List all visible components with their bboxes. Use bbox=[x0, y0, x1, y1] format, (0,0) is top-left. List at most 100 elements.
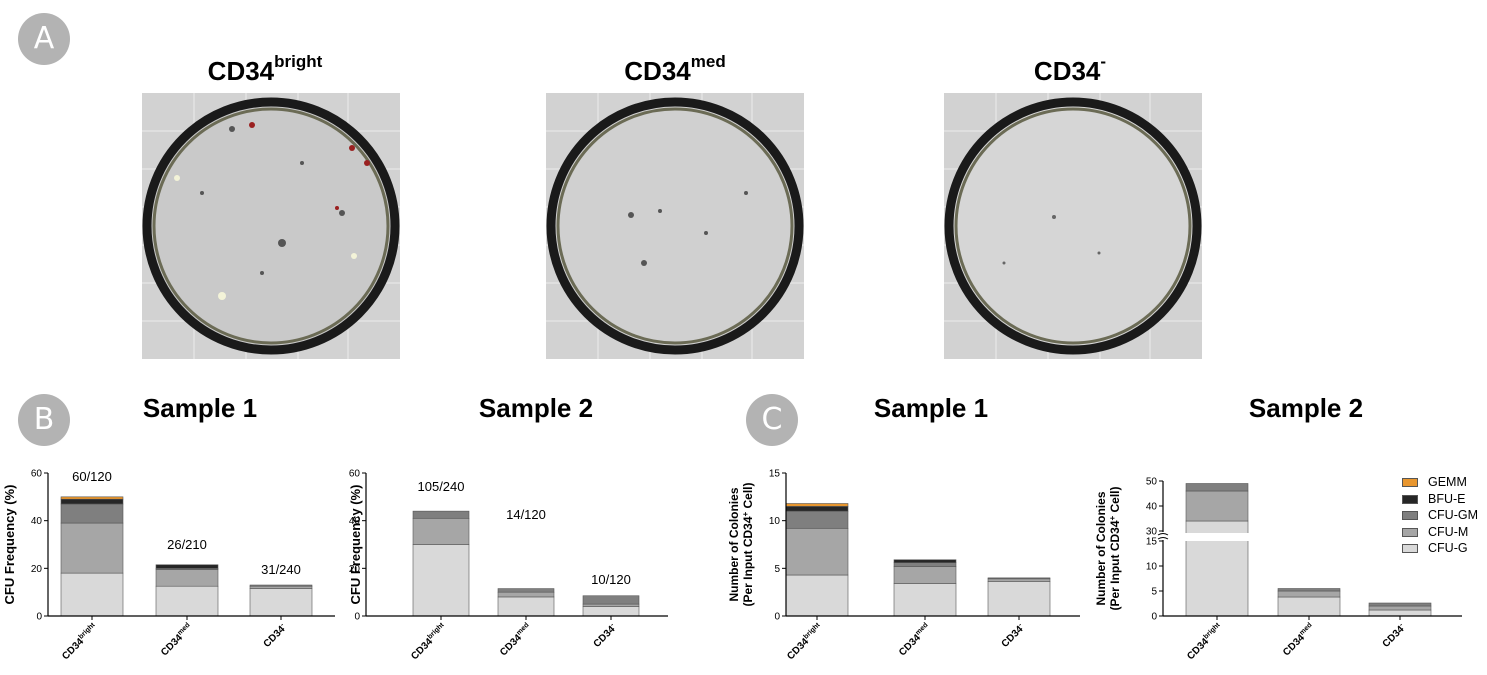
bar-cfu-g-1 bbox=[497, 596, 555, 617]
bar-cfu-m-0 bbox=[1185, 490, 1249, 522]
y-tick-label: 15 bbox=[1146, 537, 1158, 548]
bar-cfu-gm-2 bbox=[582, 595, 640, 605]
x-tick-label-2: CD34- bbox=[591, 621, 620, 650]
bar-bfu-e-1 bbox=[893, 559, 957, 563]
bar-cfu-g-0 bbox=[60, 572, 124, 617]
x-tick-label-2: CD34- bbox=[261, 621, 290, 650]
y-tick-label: 5 bbox=[1151, 587, 1157, 598]
y-axis-label: Number of Colonies bbox=[727, 487, 741, 601]
x-tick-label-1: CD34med bbox=[896, 622, 933, 659]
bar-cfu-m-2 bbox=[582, 603, 640, 607]
y-tick-label: 20 bbox=[349, 564, 361, 575]
chart-title-b1: Sample 1 bbox=[142, 393, 258, 423]
legend-swatch-bfu-e bbox=[1402, 494, 1418, 504]
plate-title-bright: CD34bright bbox=[207, 52, 323, 86]
legend-swatch-gemm bbox=[1402, 478, 1418, 487]
plate-image-bright bbox=[142, 93, 400, 359]
x-tick-label-0: CD34bright bbox=[1185, 621, 1226, 662]
bar-cfu-gm-2 bbox=[987, 577, 1051, 580]
axis-break-gap bbox=[1155, 533, 1464, 541]
y-axis-label: CFU Frequency (%) bbox=[2, 485, 17, 605]
bar-cfu-g-0 bbox=[785, 574, 849, 617]
bar-bfu-e-0 bbox=[785, 506, 849, 512]
legend-swatch-cfu-gm bbox=[1402, 511, 1418, 520]
y-tick-label: 0 bbox=[354, 612, 360, 623]
y-axis-label-secondary: (Per Input CD34+ Cell) bbox=[741, 482, 755, 606]
bar-cfu-gm-2 bbox=[249, 584, 313, 587]
bar-cfu-m-1 bbox=[893, 566, 957, 584]
chart-title-c1: Sample 1 bbox=[873, 393, 989, 423]
x-tick-label-2: CD34- bbox=[999, 621, 1028, 650]
legend-label-gemm: GEMM bbox=[1428, 475, 1467, 489]
y-tick-label: 40 bbox=[31, 516, 43, 527]
x-tick-label-0: CD34bright bbox=[60, 621, 101, 662]
y-tick-label: 10 bbox=[1146, 562, 1158, 573]
bar-cfu-gm-1 bbox=[497, 588, 555, 593]
bar-cfu-gm-0 bbox=[785, 510, 849, 529]
bar-annotation-1: 14/120 bbox=[506, 507, 546, 522]
bar-cfu-m-1 bbox=[497, 591, 555, 598]
bar-cfu-m-2 bbox=[1368, 605, 1432, 611]
bar-cfu-m-1 bbox=[155, 569, 219, 587]
bar-cfu-g-1 bbox=[893, 583, 957, 617]
bar-cfu-g-1 bbox=[155, 585, 219, 617]
legend-label-cfu-g: CFU-G bbox=[1428, 541, 1468, 555]
legend-label-cfu-m: CFU-M bbox=[1428, 524, 1469, 539]
x-tick-label-1: CD34med bbox=[497, 622, 534, 659]
y-tick-label: 40 bbox=[1146, 502, 1158, 513]
y-tick-label: 0 bbox=[36, 612, 42, 623]
bar-annotation-0: 105/240 bbox=[418, 479, 465, 494]
chart-c-sample1: 0 5 10 15 CD34bright CD34med CD34- Number of Co… bbox=[727, 469, 1080, 662]
x-tick-label-0: CD34bright bbox=[409, 621, 450, 662]
axis-break-mark-upper bbox=[1157, 533, 1169, 536]
bar-bfu-e-1 bbox=[155, 564, 219, 569]
x-tick-label-2: CD34- bbox=[1380, 621, 1409, 650]
bar-cfu-g-2 bbox=[987, 581, 1051, 617]
bar-cfu-g-2 bbox=[1368, 609, 1432, 617]
x-tick-label-1: CD34med bbox=[1280, 622, 1317, 659]
y-tick-label: 20 bbox=[31, 564, 43, 575]
y-tick-label: 0 bbox=[1151, 612, 1157, 623]
plate-title-negative: CD34- bbox=[1033, 52, 1107, 86]
legend-swatch-cfu-g bbox=[1402, 544, 1418, 553]
bar-cfu-gm-0 bbox=[1185, 483, 1249, 492]
legend-label-cfu-gm: CFU-GM bbox=[1428, 508, 1478, 522]
bar-annotation-0: 60/120 bbox=[72, 469, 112, 484]
bar-cfu-m-1 bbox=[1277, 590, 1341, 598]
y-tick-label: 15 bbox=[769, 469, 781, 480]
chart-title-c2: Sample 2 bbox=[1248, 393, 1364, 423]
bar-cfu-g-2 bbox=[249, 588, 313, 617]
panel-label-a: A bbox=[18, 13, 70, 65]
bar-gemm-0 bbox=[785, 503, 849, 507]
x-tick-label-0: CD34bright bbox=[785, 621, 826, 662]
y-axis-label-secondary: (Per Input CD34+ Cell) bbox=[1108, 486, 1122, 610]
bar-cfu-m-0 bbox=[412, 517, 470, 545]
bar-cfu-m-2 bbox=[249, 585, 313, 589]
y-tick-label: 40 bbox=[349, 516, 361, 527]
bar-cfu-m-0 bbox=[785, 527, 849, 576]
plate-image-med bbox=[546, 93, 804, 359]
chart-b-sample1: 0 20 40 60 CD34bright CD34med CD34- 60/120 26/21… bbox=[2, 469, 335, 662]
panel-label-b: B bbox=[18, 394, 70, 446]
bar-cfu-g-1 bbox=[1277, 596, 1341, 617]
bar-cfu-gm-2 bbox=[1368, 602, 1432, 607]
bar-cfu-g-0 bbox=[412, 544, 470, 617]
bar-cfu-gm-1 bbox=[893, 562, 957, 567]
y-tick-label: 60 bbox=[349, 469, 361, 480]
y-tick-label: 10 bbox=[769, 516, 781, 527]
y-axis-label: Number of Colonies bbox=[1094, 491, 1108, 605]
legend-swatch-cfu-m bbox=[1402, 527, 1418, 537]
chart-b-sample2: 0 20 40 60 CD34bright CD34med CD34- 105/240 14/1… bbox=[348, 469, 668, 662]
bar-cfu-m-2 bbox=[987, 578, 1051, 582]
bar-annotation-2: 10/120 bbox=[591, 572, 631, 587]
bar-annotation-2: 31/240 bbox=[261, 562, 301, 577]
bar-gemm-0 bbox=[60, 496, 124, 500]
bar-cfu-gm-1 bbox=[1277, 588, 1341, 592]
bar-bfu-e-0 bbox=[60, 498, 124, 505]
y-tick-label: 30 bbox=[1146, 527, 1158, 538]
y-tick-label: 0 bbox=[774, 612, 780, 623]
panel-label-c: C bbox=[746, 394, 798, 446]
y-axis-label: CFU Frequency (%) bbox=[348, 485, 363, 605]
